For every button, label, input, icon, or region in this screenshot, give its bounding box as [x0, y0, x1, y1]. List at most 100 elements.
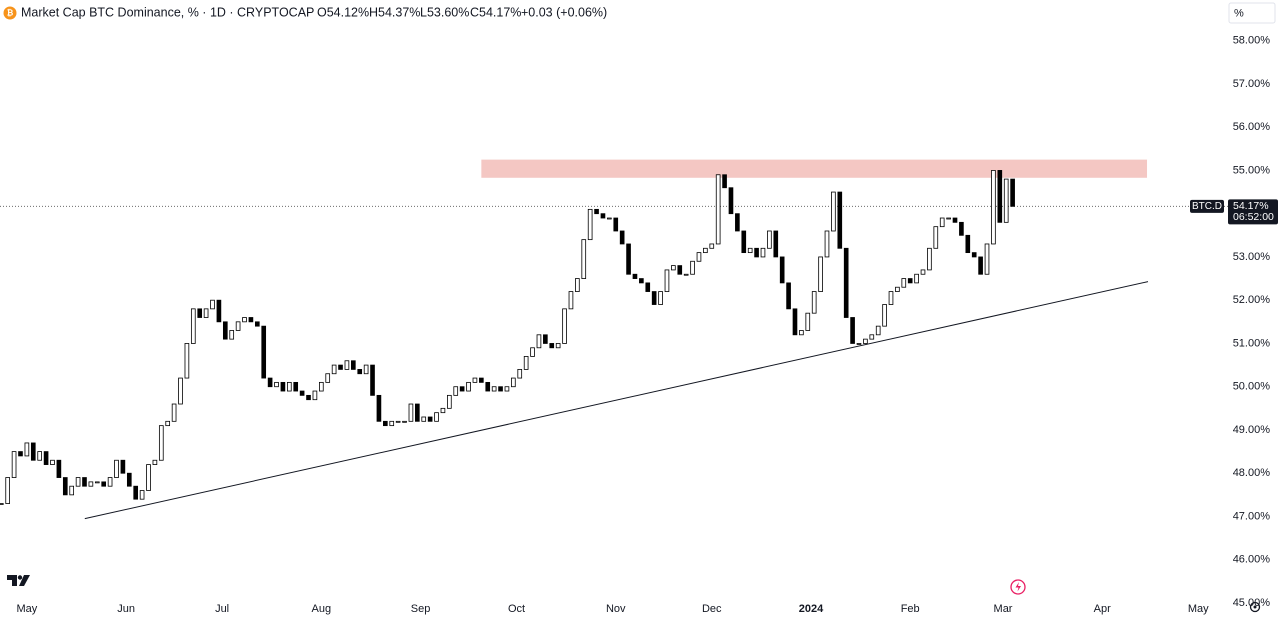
candle [658, 291, 663, 305]
candle [370, 364, 375, 396]
events-icon[interactable] [1010, 579, 1026, 595]
candle [920, 269, 926, 275]
x-tick-label: Aug [312, 603, 332, 615]
candle [479, 377, 484, 383]
symbol-title: Market Cap BTC Dominance, % · 1D · CRYPT… [21, 5, 314, 19]
candle [229, 330, 235, 340]
candle [126, 472, 132, 487]
candle [786, 282, 791, 310]
candle [197, 308, 203, 318]
candle [511, 377, 516, 388]
x-tick-label: Apr [1094, 603, 1111, 615]
candle [504, 386, 510, 392]
x-tick-label: Nov [606, 603, 626, 615]
candle [62, 477, 68, 496]
x-tick-label: Dec [702, 603, 722, 615]
candle [242, 317, 247, 323]
candle [158, 425, 164, 461]
candle [376, 394, 382, 422]
candle [325, 373, 331, 383]
candle [152, 459, 158, 465]
candle [82, 477, 87, 487]
candle [485, 381, 491, 392]
candle [114, 459, 119, 478]
candle [549, 343, 555, 349]
ohlc-close: C54.17% [470, 5, 521, 19]
candle [165, 420, 171, 427]
candle [523, 356, 529, 370]
candle [88, 481, 94, 487]
price-tag-label: 54.17% [1233, 200, 1269, 212]
candle [190, 308, 196, 344]
candle [863, 338, 868, 344]
candle [43, 451, 49, 465]
candle [856, 343, 862, 345]
candle [101, 481, 107, 487]
candle [0, 503, 4, 505]
candle [24, 442, 30, 457]
candle [530, 347, 535, 357]
candle [946, 217, 951, 220]
trendline [84, 281, 1149, 520]
resistance-zone [481, 159, 1148, 178]
candle [491, 386, 497, 392]
candle [754, 247, 759, 258]
candle [408, 403, 414, 422]
candle [178, 377, 183, 405]
candle [338, 364, 343, 370]
price-tag [1228, 199, 1278, 225]
candle [402, 420, 407, 423]
candle [56, 459, 62, 478]
y-tick-label: 58.00% [1233, 35, 1271, 47]
scale-button[interactable] [1228, 2, 1276, 24]
candle [447, 394, 452, 409]
y-tick-label: 55.00% [1233, 164, 1271, 176]
candle [696, 252, 702, 262]
candle [831, 191, 836, 232]
price-axis-bg [1228, 0, 1280, 619]
candle [978, 256, 983, 275]
ohlc-high: H54.37% [369, 5, 420, 19]
candle [818, 256, 823, 292]
candle [639, 278, 644, 284]
candle [626, 243, 631, 275]
y-tick-label: 50.00% [1233, 381, 1271, 393]
candle [888, 291, 894, 305]
candle [421, 416, 427, 422]
candle [286, 381, 292, 392]
candle [306, 394, 311, 401]
scale-button-label[interactable]: % [1234, 7, 1244, 19]
candle [363, 364, 369, 375]
countdown-label: 06:52:00 [1233, 211, 1274, 223]
candle [907, 278, 913, 284]
symbol-tag [1190, 199, 1224, 213]
candle [773, 230, 779, 258]
candle [677, 265, 683, 275]
candle [357, 369, 363, 375]
candle [683, 273, 689, 276]
candle [715, 174, 721, 245]
candle [267, 377, 273, 388]
candle [139, 490, 145, 500]
candle [37, 451, 43, 461]
candle [235, 321, 241, 331]
candle [927, 247, 932, 271]
candle [216, 299, 222, 323]
candle [453, 386, 459, 396]
candle [875, 325, 881, 336]
candle [575, 278, 580, 292]
candle [472, 377, 478, 383]
candle [971, 252, 977, 258]
y-tick-label: 49.00% [1233, 424, 1271, 436]
candle [882, 304, 887, 327]
candle [767, 230, 772, 249]
candle [75, 477, 81, 487]
candle [18, 451, 23, 457]
candle [344, 360, 350, 370]
x-tick-label: Jun [117, 603, 135, 615]
settings-icon[interactable] [1249, 601, 1261, 613]
candle [760, 247, 766, 258]
ohlc-change: +0.03 (+0.06%) [521, 5, 607, 19]
